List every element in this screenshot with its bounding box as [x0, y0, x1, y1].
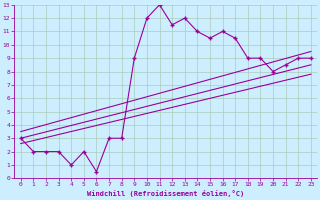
X-axis label: Windchill (Refroidissement éolien,°C): Windchill (Refroidissement éolien,°C) — [87, 190, 244, 197]
